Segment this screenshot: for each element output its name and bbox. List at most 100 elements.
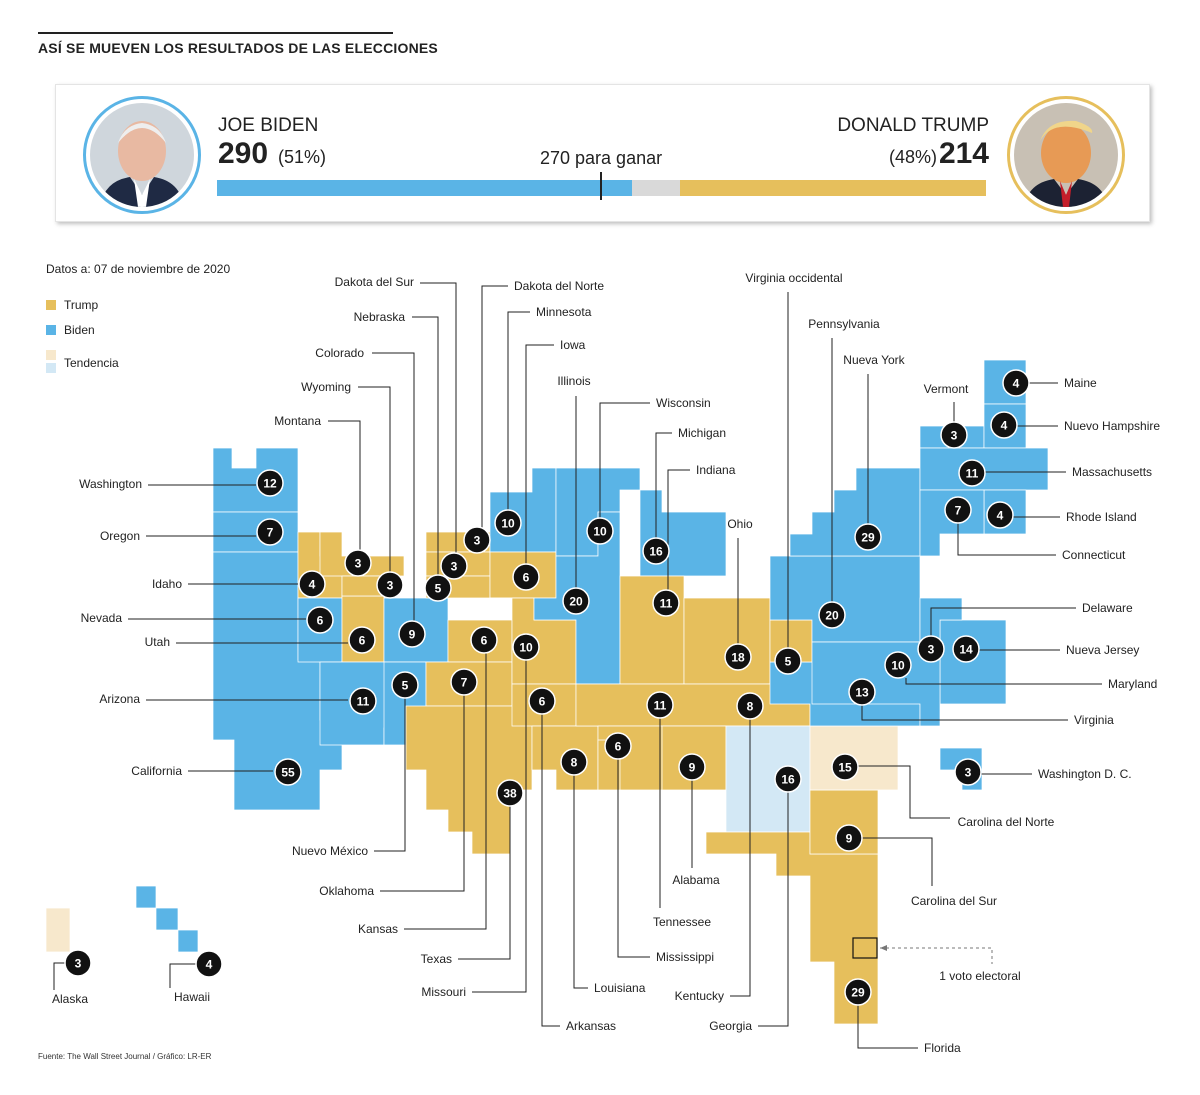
label-nuevo-mexico: Nuevo México — [292, 844, 368, 858]
to-win-label: 270 para ganar — [540, 148, 663, 168]
label-louisiana: Louisiana — [594, 981, 646, 995]
votes-carolina-del-norte: 15 — [838, 761, 852, 775]
votes-circle-tennessee — [646, 691, 674, 719]
results-header: JOE BIDEN 290 (51%) DONALD TRUMP 214 (48… — [55, 84, 1150, 222]
one-vote-label: 1 voto electoral — [939, 969, 1020, 983]
leader-dakota-del-sur — [420, 282, 457, 554]
state-alaska — [45, 907, 71, 953]
label-vermont: Vermont — [924, 382, 969, 396]
label-wyoming: Wyoming — [301, 380, 351, 394]
votes-circle-idaho — [298, 570, 326, 598]
votes-circle-utah — [348, 626, 376, 654]
label-arizona: Arizona — [99, 692, 140, 706]
leader-minnesota — [507, 311, 530, 510]
state-minnesota — [489, 467, 557, 553]
label-nuevo-hampshire: Nuevo Hampshire — [1064, 419, 1160, 433]
votes-wyoming: 3 — [387, 579, 394, 593]
label-washington-d-c: Washington D. C. — [1038, 767, 1132, 781]
votes-circle-nuevo-mexico — [391, 671, 419, 699]
votes-nebraska: 5 — [435, 582, 442, 596]
votes-circle-michigan — [642, 537, 670, 565]
leader-alaska — [53, 962, 65, 990]
votes-oregon: 7 — [267, 526, 274, 540]
votes-wisconsin: 10 — [593, 525, 607, 539]
votes-washington-d-c: 3 — [965, 766, 972, 780]
votes-kansas: 6 — [481, 634, 488, 648]
votes-circle-texas — [496, 779, 524, 807]
legend-trend-label: Tendencia — [64, 356, 119, 370]
trump-name: DONALD TRUMP — [837, 115, 989, 136]
votes-texas: 38 — [503, 787, 517, 801]
votes-circle-nebraska — [424, 574, 452, 602]
votes-washington: 12 — [263, 477, 277, 491]
leader-iowa — [525, 344, 554, 564]
votes-pennsylvania: 20 — [825, 609, 839, 623]
leader-oklahoma — [380, 694, 465, 892]
leader-georgia — [758, 792, 789, 1027]
label-michigan: Michigan — [678, 426, 726, 440]
votes-nuevo-hampshire: 4 — [1001, 419, 1008, 433]
votes-maine: 4 — [1013, 377, 1020, 391]
votes-circle-florida — [844, 978, 872, 1006]
votes-circle-maryland — [884, 651, 912, 679]
votes-circle-carolina-del-sur — [835, 824, 863, 852]
label-dakota-del-sur: Dakota del Sur — [335, 275, 414, 289]
votes-circle-wyoming — [376, 571, 404, 599]
votes-circle-rhode-island — [986, 501, 1014, 529]
votes-illinois: 20 — [569, 595, 583, 609]
label-montana: Montana — [274, 414, 321, 428]
title-rule — [38, 32, 393, 34]
votes-circle-alaska — [64, 949, 92, 977]
votes-michigan: 16 — [649, 545, 663, 559]
label-indiana: Indiana — [696, 463, 736, 477]
leader-carolina-del-sur — [862, 837, 933, 886]
votes-circle-georgia — [774, 765, 802, 793]
votes-circle-nuevo-hampshire — [990, 411, 1018, 439]
votes-circle-oklahoma — [450, 668, 478, 696]
leader-hawaii — [169, 963, 196, 988]
votes-rhode-island: 4 — [997, 509, 1004, 523]
votes-circle-indiana — [652, 589, 680, 617]
biden-pct: (51%) — [278, 147, 327, 167]
votes-hawaii: 4 — [206, 958, 213, 972]
votes-vermont: 3 — [951, 429, 958, 443]
label-washington: Washington — [79, 477, 142, 491]
label-iowa: Iowa — [560, 338, 586, 352]
votes-florida: 29 — [851, 986, 865, 1000]
votes-nueva-york: 29 — [861, 531, 875, 545]
votes-circle-nueva-york — [854, 523, 882, 551]
trump-votes: 214 — [938, 137, 989, 170]
votes-circle-missouri — [512, 633, 540, 661]
votes-arizona: 11 — [357, 695, 370, 709]
votes-circle-hawaii — [195, 950, 223, 978]
label-california: California — [131, 764, 182, 778]
label-maryland: Maryland — [1108, 677, 1157, 691]
votes-utah: 6 — [359, 634, 366, 648]
biden-name: JOE BIDEN — [218, 115, 319, 136]
leader-nebraska — [412, 316, 439, 576]
votes-georgia: 16 — [781, 773, 795, 787]
votes-alabama: 9 — [689, 761, 696, 775]
votes-circle-kentucky — [736, 692, 764, 720]
votes-circle-pennsylvania — [818, 601, 846, 629]
leader-wyoming — [358, 386, 391, 574]
state-hawaii — [135, 885, 199, 953]
leader-maryland — [905, 678, 1102, 685]
trump-pct: (48%) — [888, 147, 937, 167]
label-illinois: Illinois — [557, 374, 590, 388]
votes-iowa: 6 — [523, 571, 530, 585]
votes-circle-delaware — [917, 635, 945, 663]
votes-dakota-del-norte: 3 — [474, 534, 481, 548]
votes-circle-arizona — [349, 687, 377, 715]
state-nueva-york — [789, 467, 921, 557]
votes-circle-carolina-del-norte — [831, 753, 859, 781]
leader-arkansas — [541, 714, 560, 1027]
votes-circle-ohio — [724, 643, 752, 671]
trump-bar-fill — [680, 180, 986, 196]
one-vote-leader — [880, 947, 993, 964]
leader-colorado — [372, 352, 415, 622]
votes-circle-virginia-occidental — [774, 647, 802, 675]
votes-circle-louisiana — [560, 748, 588, 776]
label-minnesota: Minnesota — [536, 305, 592, 319]
